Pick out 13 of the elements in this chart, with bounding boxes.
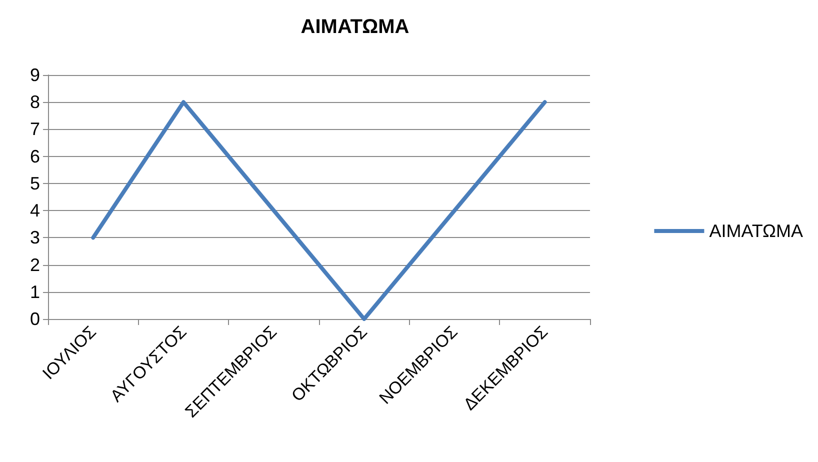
line-series [91,100,547,321]
y-tick-label: 5 [30,173,40,194]
y-tick-label: 0 [30,309,40,329]
y-tick-label: 8 [30,92,40,112]
y-tick-label: 6 [30,146,40,166]
y-tick-label: 7 [30,119,40,140]
legend-label: ΑΙΜΑΤΩΜΑ [709,221,803,241]
y-tick-label: 3 [30,228,40,248]
y-tick-label: 2 [30,254,40,275]
chart-title: ΑΙΜΑΤΩΜΑ [300,16,410,38]
y-tick-label: 9 [30,65,40,85]
y-tick-label: 4 [30,200,40,221]
y-tick-label: 1 [30,282,40,302]
